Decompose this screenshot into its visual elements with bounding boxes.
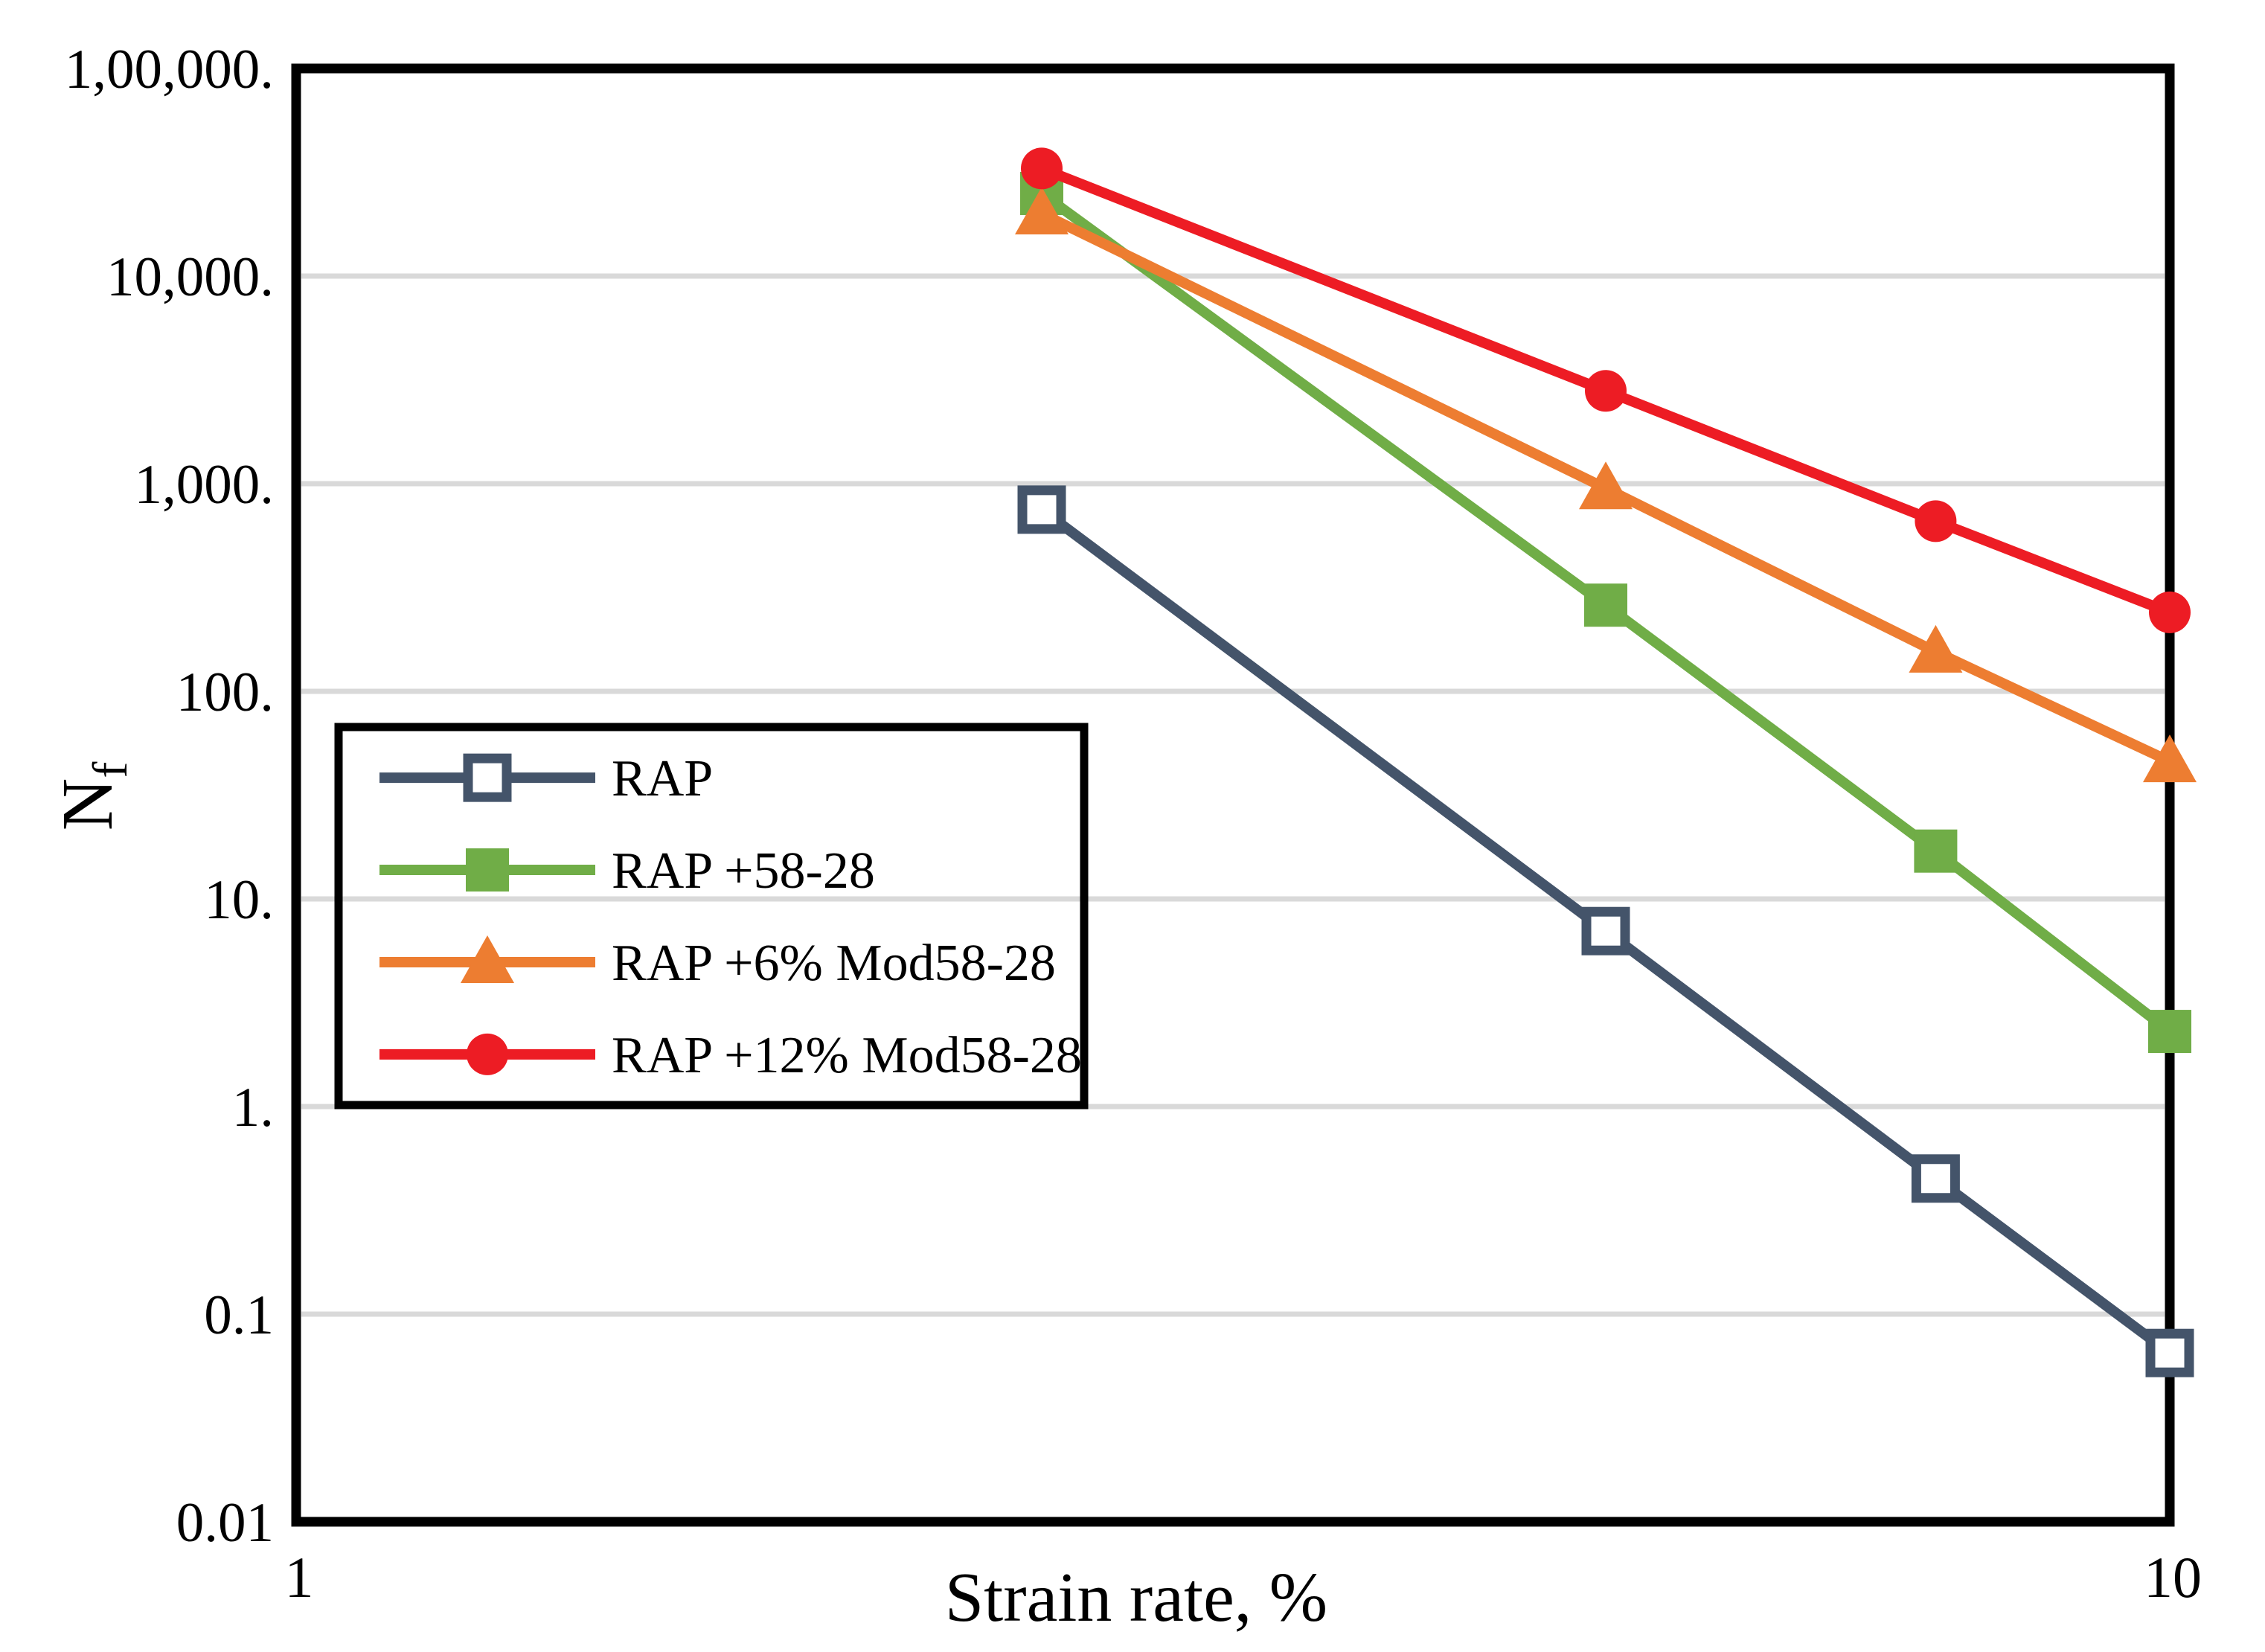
data-point-RAP +6% Mod58-28: [1579, 461, 1633, 510]
series-line-RAP +58-28: [1038, 189, 2173, 1036]
data-point-RAP: [2145, 1328, 2194, 1377]
legend-item-RAP: RAP: [379, 750, 713, 807]
y-axis-title-sub: f: [83, 762, 138, 778]
y-tick-label-100.: 100.: [176, 662, 274, 723]
legend-label: RAP +12% Mod58-28: [612, 1027, 1082, 1084]
series-line-RAP: [1038, 505, 2173, 1357]
series-line-RAP +6% Mod58-28: [1039, 208, 2172, 766]
legend-swatch-marker: [461, 935, 514, 983]
legend-item-RAP +12% Mod58-28: RAP +12% Mod58-28: [379, 1027, 1082, 1084]
data-point-RAP +12% Mod58-28: [1585, 370, 1627, 412]
legend-border: [334, 723, 1089, 1110]
legend-swatch-marker: [467, 1033, 508, 1075]
data-point-RAP +58-28: [1584, 583, 1628, 627]
plot-border: [291, 63, 2175, 1527]
y-axis-title-main: N: [48, 778, 128, 831]
y-axis-title: Nf: [48, 762, 138, 831]
data-point-RAP +6% Mod58-28: [1015, 187, 1069, 235]
legend-label: RAP +6% Mod58-28: [612, 935, 1056, 992]
series-layer: [1015, 147, 2197, 1377]
y-tick-label-10.: 10.: [204, 869, 274, 931]
y-tick-label-1.: 1.: [232, 1077, 274, 1139]
tick-labels: 1,00,000. 10,000. 1,000. 100. 10. 1. 0.1 0.011 1…: [65, 39, 2202, 1610]
y-tick-label-1,000.: 1,000.: [135, 454, 275, 516]
x-axis-title: Strain rate, %: [945, 1559, 1327, 1636]
data-point-RAP +6% Mod58-28: [1909, 624, 1963, 673]
data-point-RAP +58-28: [1914, 829, 1958, 873]
data-point-RAP +12% Mod58-28: [1915, 500, 1957, 542]
y-tick-label-0.1: 0.1: [204, 1284, 274, 1346]
y-tick-label-10,000.: 10,000.: [106, 246, 274, 308]
data-point-RAP: [1017, 485, 1066, 534]
series-RAP: [1017, 485, 2194, 1377]
legend-label: RAP: [612, 750, 713, 807]
data-point-RAP: [1581, 906, 1630, 955]
data-point-RAP +6% Mod58-28: [2143, 734, 2197, 783]
x-tick-label-10: 10: [2144, 1545, 2202, 1610]
series-RAP +12% Mod58-28: [1021, 147, 2191, 633]
data-point-RAP +12% Mod58-28: [1021, 147, 1063, 190]
legend-item-RAP +58-28: RAP +58-28: [379, 842, 875, 900]
legend-swatch-marker: [466, 848, 509, 892]
y-tick-label-0.01: 0.01: [176, 1492, 274, 1554]
series-line-RAP +12% Mod58-28: [1039, 163, 2172, 618]
series-RAP +6% Mod58-28: [1015, 187, 2197, 783]
y-tick-label-1,00,000.: 1,00,000.: [65, 39, 274, 100]
data-point-RAP +12% Mod58-28: [2149, 591, 2191, 633]
data-point-RAP: [1911, 1154, 1960, 1203]
gridlines: [301, 273, 2165, 1317]
legend: RAP RAP +58-28 RAP +6% Mod58-28 RAP +12% Mo…: [334, 723, 1089, 1110]
plot-border-layer: [291, 63, 2175, 1527]
legend-label: RAP +58-28: [612, 842, 875, 900]
data-point-RAP +58-28: [2148, 1010, 2191, 1054]
x-tick-label-1: 1: [285, 1545, 314, 1610]
legend-item-RAP +6% Mod58-28: RAP +6% Mod58-28: [379, 935, 1056, 992]
legend-swatch-marker: [463, 753, 512, 802]
series-RAP +58-28: [1020, 171, 2191, 1054]
